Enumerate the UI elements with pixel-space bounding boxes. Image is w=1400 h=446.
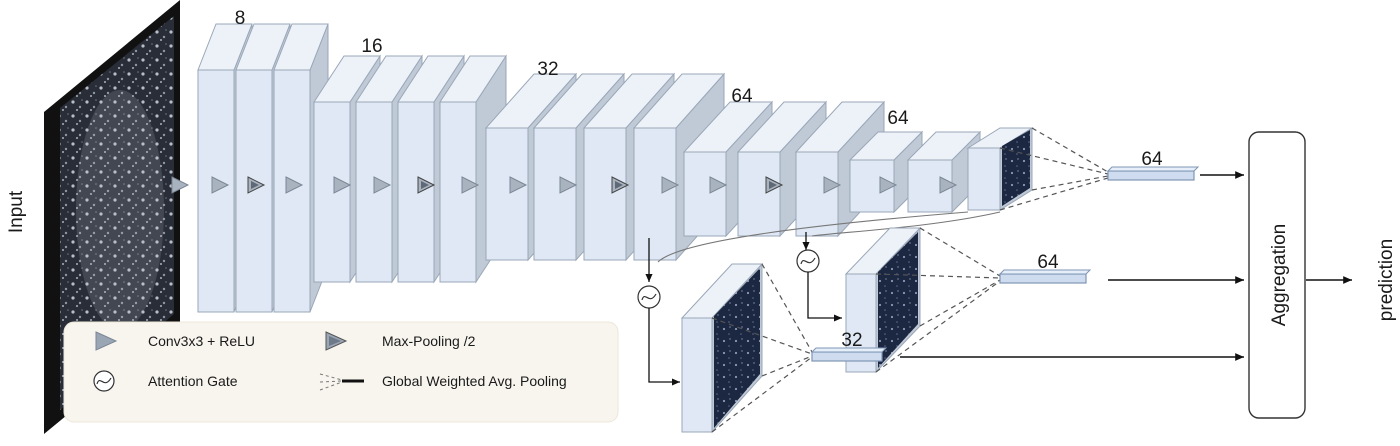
max-pooling-marker-inner [615,181,623,189]
conv-relu-marker [709,176,728,194]
layer-front [737,151,781,237]
legend-box [63,321,619,423]
layer-front [313,101,351,283]
prediction-label: prediction [1376,239,1397,321]
max-pooling-marker-inner [769,181,777,189]
layer-front [683,151,727,237]
attention-gate-icon [796,249,820,273]
legend: Conv3x3 + ReLU Max-Pooling /2 Attention … [63,321,619,423]
conv-relu-marker [661,176,680,194]
conv-relu-marker [823,176,842,194]
layer-front [583,127,627,261]
gwap-icon [319,373,364,391]
branch-label-32-bottom: 32 [841,330,862,351]
conv-relu-marker [939,176,958,194]
layer-front [485,127,529,261]
conv-relu-marker [559,176,578,194]
channel-label-16: 16 [361,36,382,57]
conv-relu-marker [879,176,898,194]
layer-front [273,69,311,313]
max-pooling-marker-inner [251,181,259,189]
conv-relu-marker [373,176,392,194]
layer-front [235,69,273,313]
channel-label-8: 8 [235,8,246,29]
conv-relu-marker [461,176,480,194]
layer-front [633,127,677,261]
branch-label-64-middle: 64 [1037,252,1059,273]
channel-label-32: 32 [537,59,558,80]
conv-relu-icon [95,331,118,351]
conv-relu-marker [509,176,528,194]
conv-relu-marker [171,176,190,194]
attention-gate-icon [637,285,661,309]
input-label: Input [6,190,27,233]
conv-relu-marker [211,176,230,194]
legend-gwap-label: Global Weighted Avg. Pooling [382,373,567,389]
lower-branch [637,211,1244,434]
layer-front [907,159,953,213]
layer-front [397,101,435,283]
aggregation-box [1248,131,1306,419]
layer-front [533,127,577,261]
max-pooling-marker-inner [421,181,429,189]
branch-label-64-top: 64 [1141,149,1163,170]
channel-label-64-a: 64 [731,86,753,107]
channel-label-64-b: 64 [887,108,909,129]
legend-attention-label: Attention Gate [148,373,238,389]
main-branch [966,127,1244,211]
encoder-layer-16 [906,130,982,214]
legend-maxpool-label: Max-Pooling /2 [382,333,476,349]
legend-conv-label: Conv3x3 + ReLU [148,333,255,349]
encoder-operation-markers [171,176,958,194]
attention-gate-legend-icon [93,370,115,392]
encoder-layers [197,23,982,313]
layer-front [439,101,477,283]
aggregation-label: Aggregation [1269,224,1290,326]
conv-relu-marker [285,176,304,194]
conv-relu-marker [333,176,352,194]
encoder-layer-15 [848,130,924,214]
layer-front [849,159,895,213]
layer-front [795,151,839,237]
